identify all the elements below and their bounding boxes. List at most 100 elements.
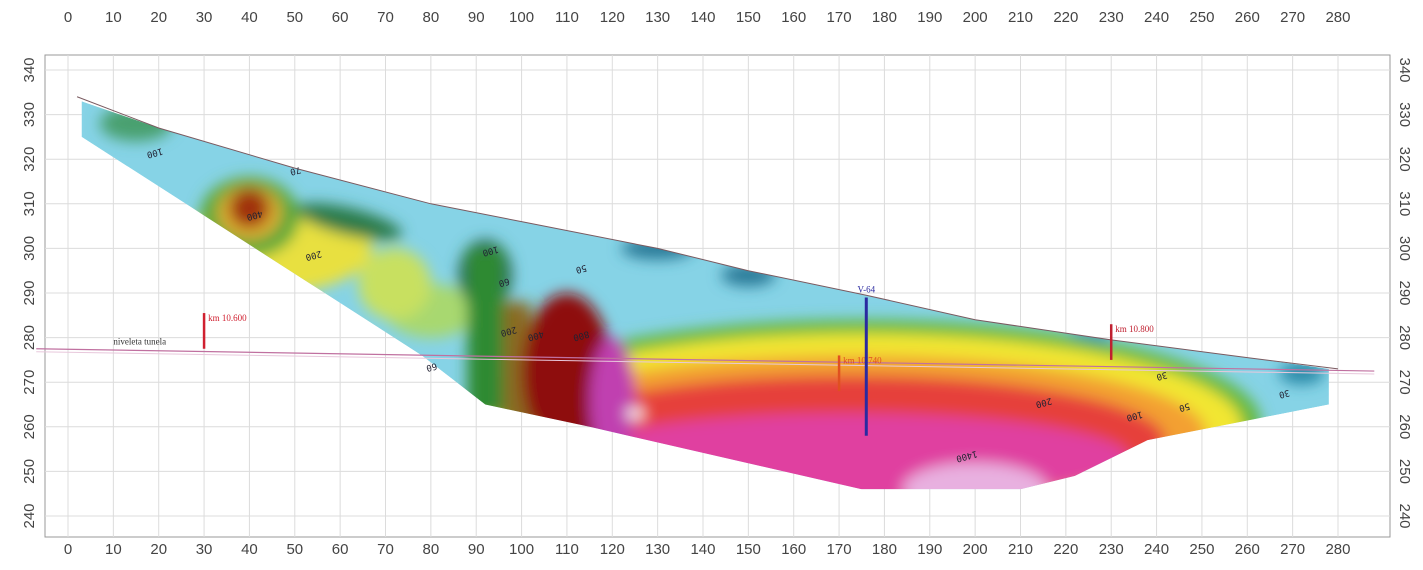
y-tick-label-right: 270 [1396,370,1413,395]
x-tick-label-bottom: 130 [645,541,670,558]
x-tick-label-top: 30 [196,9,213,26]
contour-label: 70 [289,164,302,176]
y-tick-label-right: 330 [1396,102,1413,127]
y-tick-label-left: 310 [21,191,38,216]
contour-label: 60 [497,275,510,287]
x-tick-label-bottom: 170 [827,541,852,558]
contour-label: 30 [1278,387,1291,399]
y-tick-label-right: 280 [1396,325,1413,350]
x-tick-label-top: 50 [286,9,303,26]
contour-label: 800 [572,328,590,342]
borehole-label: V-64 [857,284,875,294]
y-tick-label-left: 260 [21,414,38,439]
x-tick-label-top: 40 [241,9,258,26]
x-tick-label-bottom: 260 [1235,541,1260,558]
x-tick-label-bottom: 160 [781,541,806,558]
x-tick-label-bottom: 220 [1053,541,1078,558]
x-tick-label-top: 190 [917,9,942,26]
x-tick-label-bottom: 90 [468,541,485,558]
x-tick-label-bottom: 180 [872,541,897,558]
contour-label: 100 [481,243,499,257]
y-tick-label-right: 290 [1396,280,1413,305]
x-tick-label-top: 250 [1189,9,1214,26]
y-tick-label-right: 310 [1396,191,1413,216]
y-tick-label-left: 280 [21,325,38,350]
y-tick-label-left: 250 [21,459,38,484]
x-tick-label-bottom: 270 [1280,541,1305,558]
x-tick-label-top: 140 [690,9,715,26]
y-tick-label-right: 300 [1396,236,1413,261]
x-tick-label-top: 280 [1325,9,1350,26]
contour-label: 100 [1125,408,1143,422]
x-tick-label-top: 130 [645,9,670,26]
tunnel-grade-line-lower [36,351,1375,375]
x-tick-label-top: 60 [332,9,349,26]
y-tick-label-left: 320 [21,147,38,172]
x-tick-label-bottom: 240 [1144,541,1169,558]
x-tick-label-bottom: 120 [600,541,625,558]
x-tick-label-top: 0 [64,9,72,26]
x-tick-label-top: 20 [150,9,167,26]
y-tick-label-right: 340 [1396,57,1413,82]
x-tick-label-bottom: 190 [917,541,942,558]
x-tick-label-top: 90 [468,9,485,26]
x-tick-label-top: 70 [377,9,394,26]
y-tick-label-right: 240 [1396,503,1413,528]
x-tick-label-bottom: 110 [555,541,579,558]
x-tick-label-top: 230 [1099,9,1124,26]
x-tick-label-top: 80 [423,9,440,26]
y-tick-label-left: 290 [21,280,38,305]
x-tick-label-bottom: 70 [377,541,394,558]
x-tick-label-top: 160 [781,9,806,26]
x-tick-label-top: 200 [963,9,988,26]
y-tick-label-right: 320 [1396,147,1413,172]
y-tick-label-right: 250 [1396,459,1413,484]
contour-label: 400 [245,208,263,222]
x-tick-label-bottom: 230 [1099,541,1124,558]
x-tick-label-top: 120 [600,9,625,26]
x-tick-label-bottom: 60 [332,541,349,558]
tunnel-grade-label: niveleta tunela [113,336,166,346]
x-tick-label-bottom: 20 [150,541,167,558]
contour-label: 50 [575,262,588,274]
contour-label: 200 [1035,395,1053,409]
contour-label: 50 [1178,400,1191,412]
y-tick-label-right: 260 [1396,414,1413,439]
x-tick-label-bottom: 80 [423,541,440,558]
tunnel-grade-line [36,348,1375,372]
ground-surface-line [76,96,1339,370]
section-overlay: niveleta tunela 100 70 400 200 100 60 50 60 200 40… [36,96,1375,463]
station-label: km 10.600 [208,313,247,323]
x-tick-label-top: 10 [105,9,122,26]
x-tick-label-bottom: 140 [690,541,715,558]
x-tick-label-top: 260 [1235,9,1260,26]
x-tick-label-bottom: 250 [1189,541,1214,558]
x-tick-label-bottom: 280 [1325,541,1350,558]
x-tick-label-top: 100 [509,9,534,26]
y-tick-label-left: 270 [21,370,38,395]
x-tick-label-bottom: 100 [509,541,534,558]
x-tick-label-bottom: 30 [196,541,213,558]
x-tick-label-top: 150 [736,9,761,26]
x-tick-label-bottom: 50 [286,541,303,558]
station-label: km 10.800 [1115,324,1154,334]
contour-label: 200 [499,324,517,338]
x-tick-label-top: 170 [827,9,852,26]
x-tick-label-top: 110 [555,9,579,26]
x-tick-label-top: 210 [1008,9,1033,26]
y-tick-label-left: 300 [21,236,38,261]
contour-label: 30 [1155,369,1168,381]
x-tick-label-bottom: 200 [963,541,988,558]
y-tick-label-left: 330 [21,102,38,127]
x-tick-label-bottom: 10 [105,541,122,558]
y-tick-label-left: 240 [21,503,38,528]
x-tick-label-bottom: 150 [736,541,761,558]
x-tick-label-top: 220 [1053,9,1078,26]
x-tick-label-bottom: 0 [64,541,72,558]
x-tick-label-top: 240 [1144,9,1169,26]
axis-ticks: 0 0 10 10 20 20 30 30 40 40 50 50 60 60 70 70 80 80 90 90 10… [21,9,1413,558]
contour-label: 200 [304,248,322,262]
x-tick-label-bottom: 40 [241,541,258,558]
x-tick-label-top: 270 [1280,9,1305,26]
